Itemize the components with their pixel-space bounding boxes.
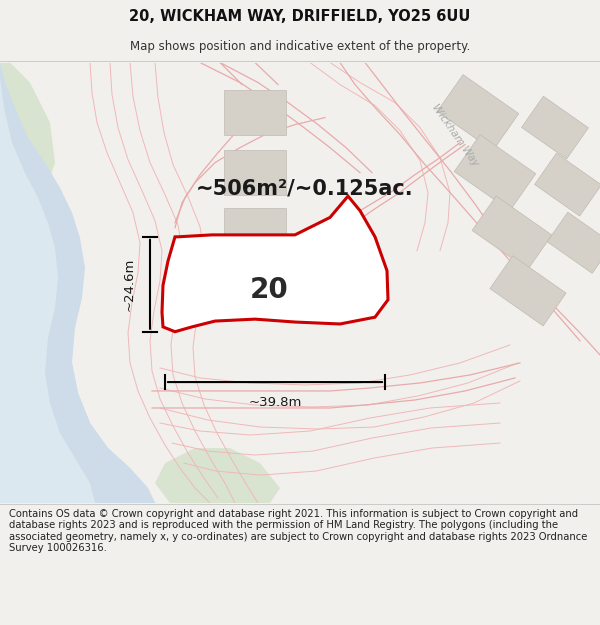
- Bar: [521, 96, 589, 159]
- Text: Map shows position and indicative extent of the property.: Map shows position and indicative extent…: [130, 40, 470, 52]
- Bar: [454, 134, 536, 211]
- Polygon shape: [0, 62, 155, 503]
- Text: ~24.6m: ~24.6m: [123, 258, 136, 311]
- Bar: [224, 208, 286, 248]
- Bar: [224, 150, 286, 195]
- Bar: [547, 213, 600, 273]
- Polygon shape: [162, 196, 388, 332]
- Bar: [490, 256, 566, 326]
- Text: Contains OS data © Crown copyright and database right 2021. This information is : Contains OS data © Crown copyright and d…: [9, 509, 587, 553]
- Text: 20, WICKHAM WAY, DRIFFIELD, YO25 6UU: 20, WICKHAM WAY, DRIFFIELD, YO25 6UU: [130, 9, 470, 24]
- Bar: [224, 90, 286, 135]
- Text: Wickham Way: Wickham Way: [430, 102, 480, 168]
- Polygon shape: [0, 62, 55, 202]
- Text: ~39.8m: ~39.8m: [248, 396, 302, 409]
- Text: ~506m²/~0.125ac.: ~506m²/~0.125ac.: [196, 178, 414, 198]
- Bar: [535, 153, 600, 216]
- Polygon shape: [0, 363, 155, 503]
- Polygon shape: [155, 448, 280, 503]
- Bar: [472, 196, 552, 269]
- Text: 20: 20: [250, 276, 288, 304]
- Bar: [437, 74, 519, 151]
- Polygon shape: [0, 62, 95, 503]
